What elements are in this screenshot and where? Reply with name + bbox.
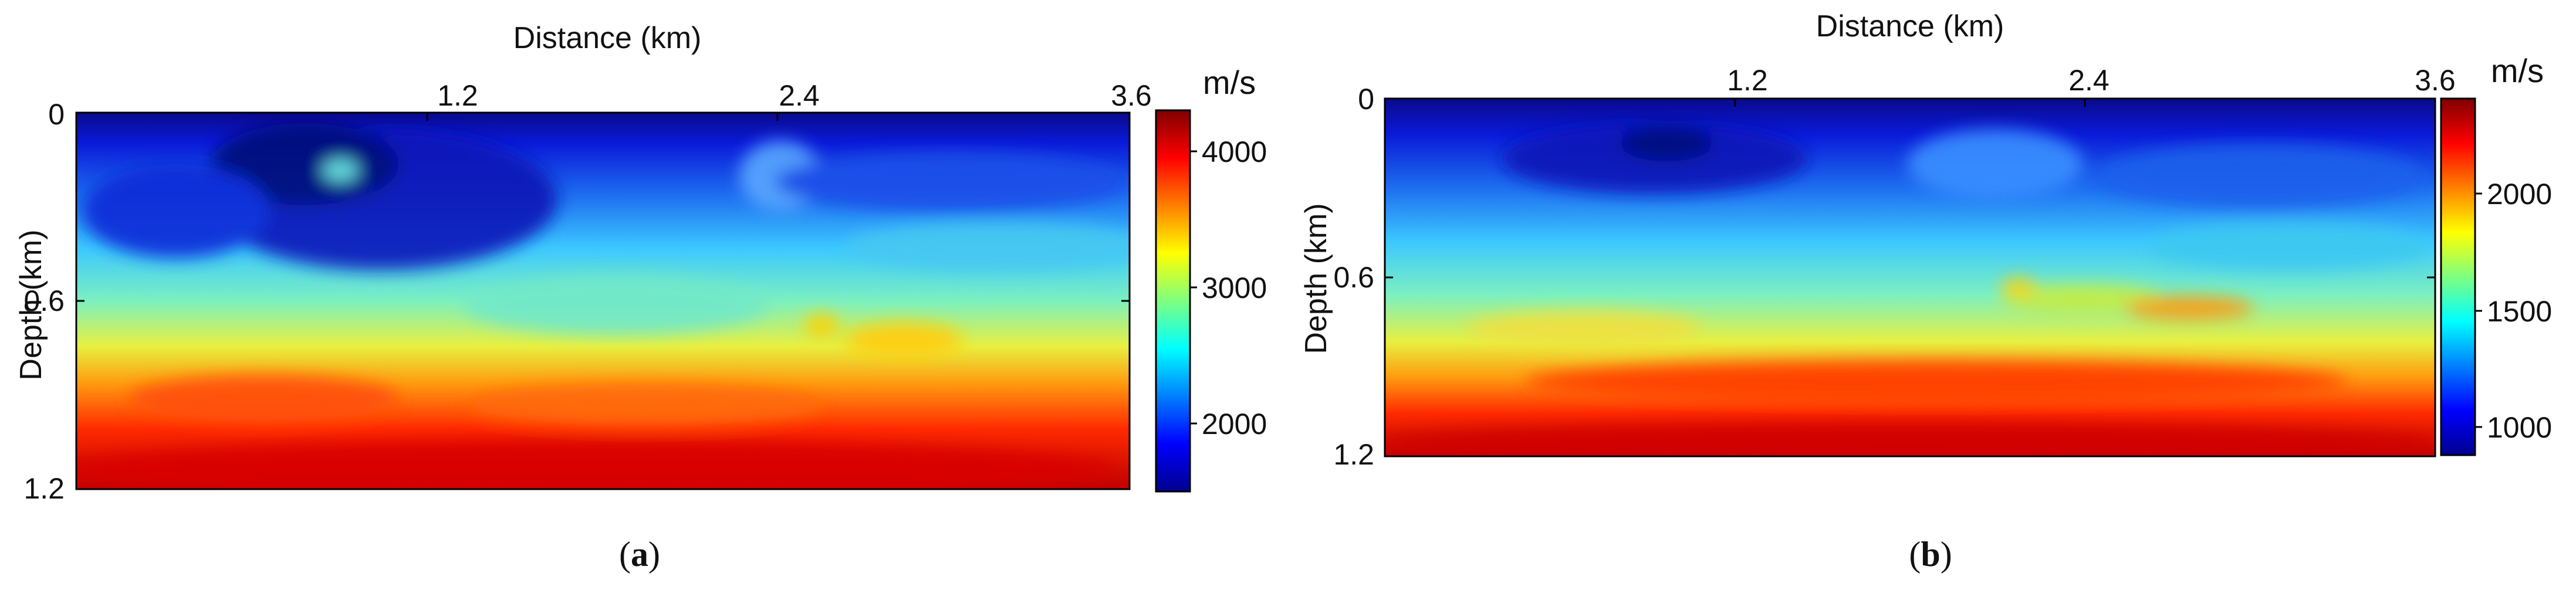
panel-a-y-tick-label-3: 1.2 bbox=[23, 472, 65, 505]
panel-b-y-ticks: 0 0.6 1.2 bbox=[1333, 83, 2435, 471]
panel-a-xlabel: Distance (km) bbox=[513, 21, 702, 55]
panel-b-colorbar-tick-label-1: 2000 bbox=[2487, 178, 2552, 211]
panel-a-caption-close: ) bbox=[648, 535, 660, 574]
panel-a-colorbar-tick-label-3: 2000 bbox=[1202, 408, 1267, 440]
panel-a-caption: (a) bbox=[619, 535, 660, 574]
panel-b-x-ticks: 1.2 2.4 3.6 bbox=[1727, 64, 2456, 107]
panel-a-y-ticks: 0 0.6 1.2 bbox=[23, 98, 1130, 505]
panel-b-colorbar-unit: m/s bbox=[2491, 52, 2544, 89]
panel-a-x-tick-label-2: 2.4 bbox=[779, 79, 820, 112]
panel-b-caption-close: ) bbox=[1941, 535, 1952, 574]
panel-a-x-tick-label-3: 3.6 bbox=[1111, 79, 1152, 112]
panel-b: Distance (km) 1.2 2.4 3.6 bbox=[1299, 9, 2552, 574]
panel-a: Distance (km) 1 bbox=[14, 21, 1267, 574]
panel-a-ylabel: Depth (km) bbox=[14, 229, 48, 380]
panel-a-colorbar: m/s 4000 3000 2000 bbox=[1155, 64, 1267, 493]
panel-b-x-tick-label-1: 1.2 bbox=[1727, 64, 1768, 97]
panel-b-y-tick-label-2: 0.6 bbox=[1333, 261, 1374, 294]
panel-b-caption: (b) bbox=[1909, 535, 1952, 574]
panel-b-caption-letter: b bbox=[1921, 535, 1940, 574]
panel-b-colorbar-tick-label-3: 1000 bbox=[2487, 411, 2552, 444]
panel-a-colorbar-tick-label-1: 4000 bbox=[1202, 135, 1267, 168]
panel-b-y-tick-label-3: 1.2 bbox=[1333, 438, 1374, 471]
panel-b-heatmap bbox=[1385, 99, 2435, 456]
panel-a-x-ticks: 1.2 2.4 3.6 bbox=[426, 79, 1152, 121]
panel-a-heatmap bbox=[76, 113, 1130, 489]
panel-b-y-tick-label-1: 0 bbox=[1358, 83, 1374, 116]
panel-b-colorbar-tick-label-2: 1500 bbox=[2487, 295, 2552, 328]
panel-a-caption-letter: a bbox=[631, 535, 648, 574]
svg-text:(a): (a) bbox=[619, 535, 660, 574]
panel-a-colorbar-unit: m/s bbox=[1203, 64, 1256, 101]
panel-b-x-tick-label-3: 3.6 bbox=[2415, 64, 2456, 97]
panel-b-x-tick-label-2: 2.4 bbox=[2068, 64, 2110, 97]
panel-a-x-tick-label-1: 1.2 bbox=[437, 79, 478, 112]
panel-a-y-tick-label-2: 0.6 bbox=[23, 284, 65, 317]
panel-b-xlabel: Distance (km) bbox=[1816, 9, 2004, 43]
svg-text:(b): (b) bbox=[1909, 535, 1952, 574]
panel-a-caption-open: ( bbox=[619, 535, 631, 574]
panel-a-y-tick-label-1: 0 bbox=[48, 98, 65, 131]
panel-b-caption-open: ( bbox=[1909, 535, 1921, 574]
panel-b-ylabel: Depth (km) bbox=[1299, 203, 1333, 354]
panel-a-colorbar-tick-label-2: 3000 bbox=[1202, 272, 1267, 304]
panel-b-colorbar: m/s 2000 1500 1000 bbox=[2440, 52, 2552, 456]
